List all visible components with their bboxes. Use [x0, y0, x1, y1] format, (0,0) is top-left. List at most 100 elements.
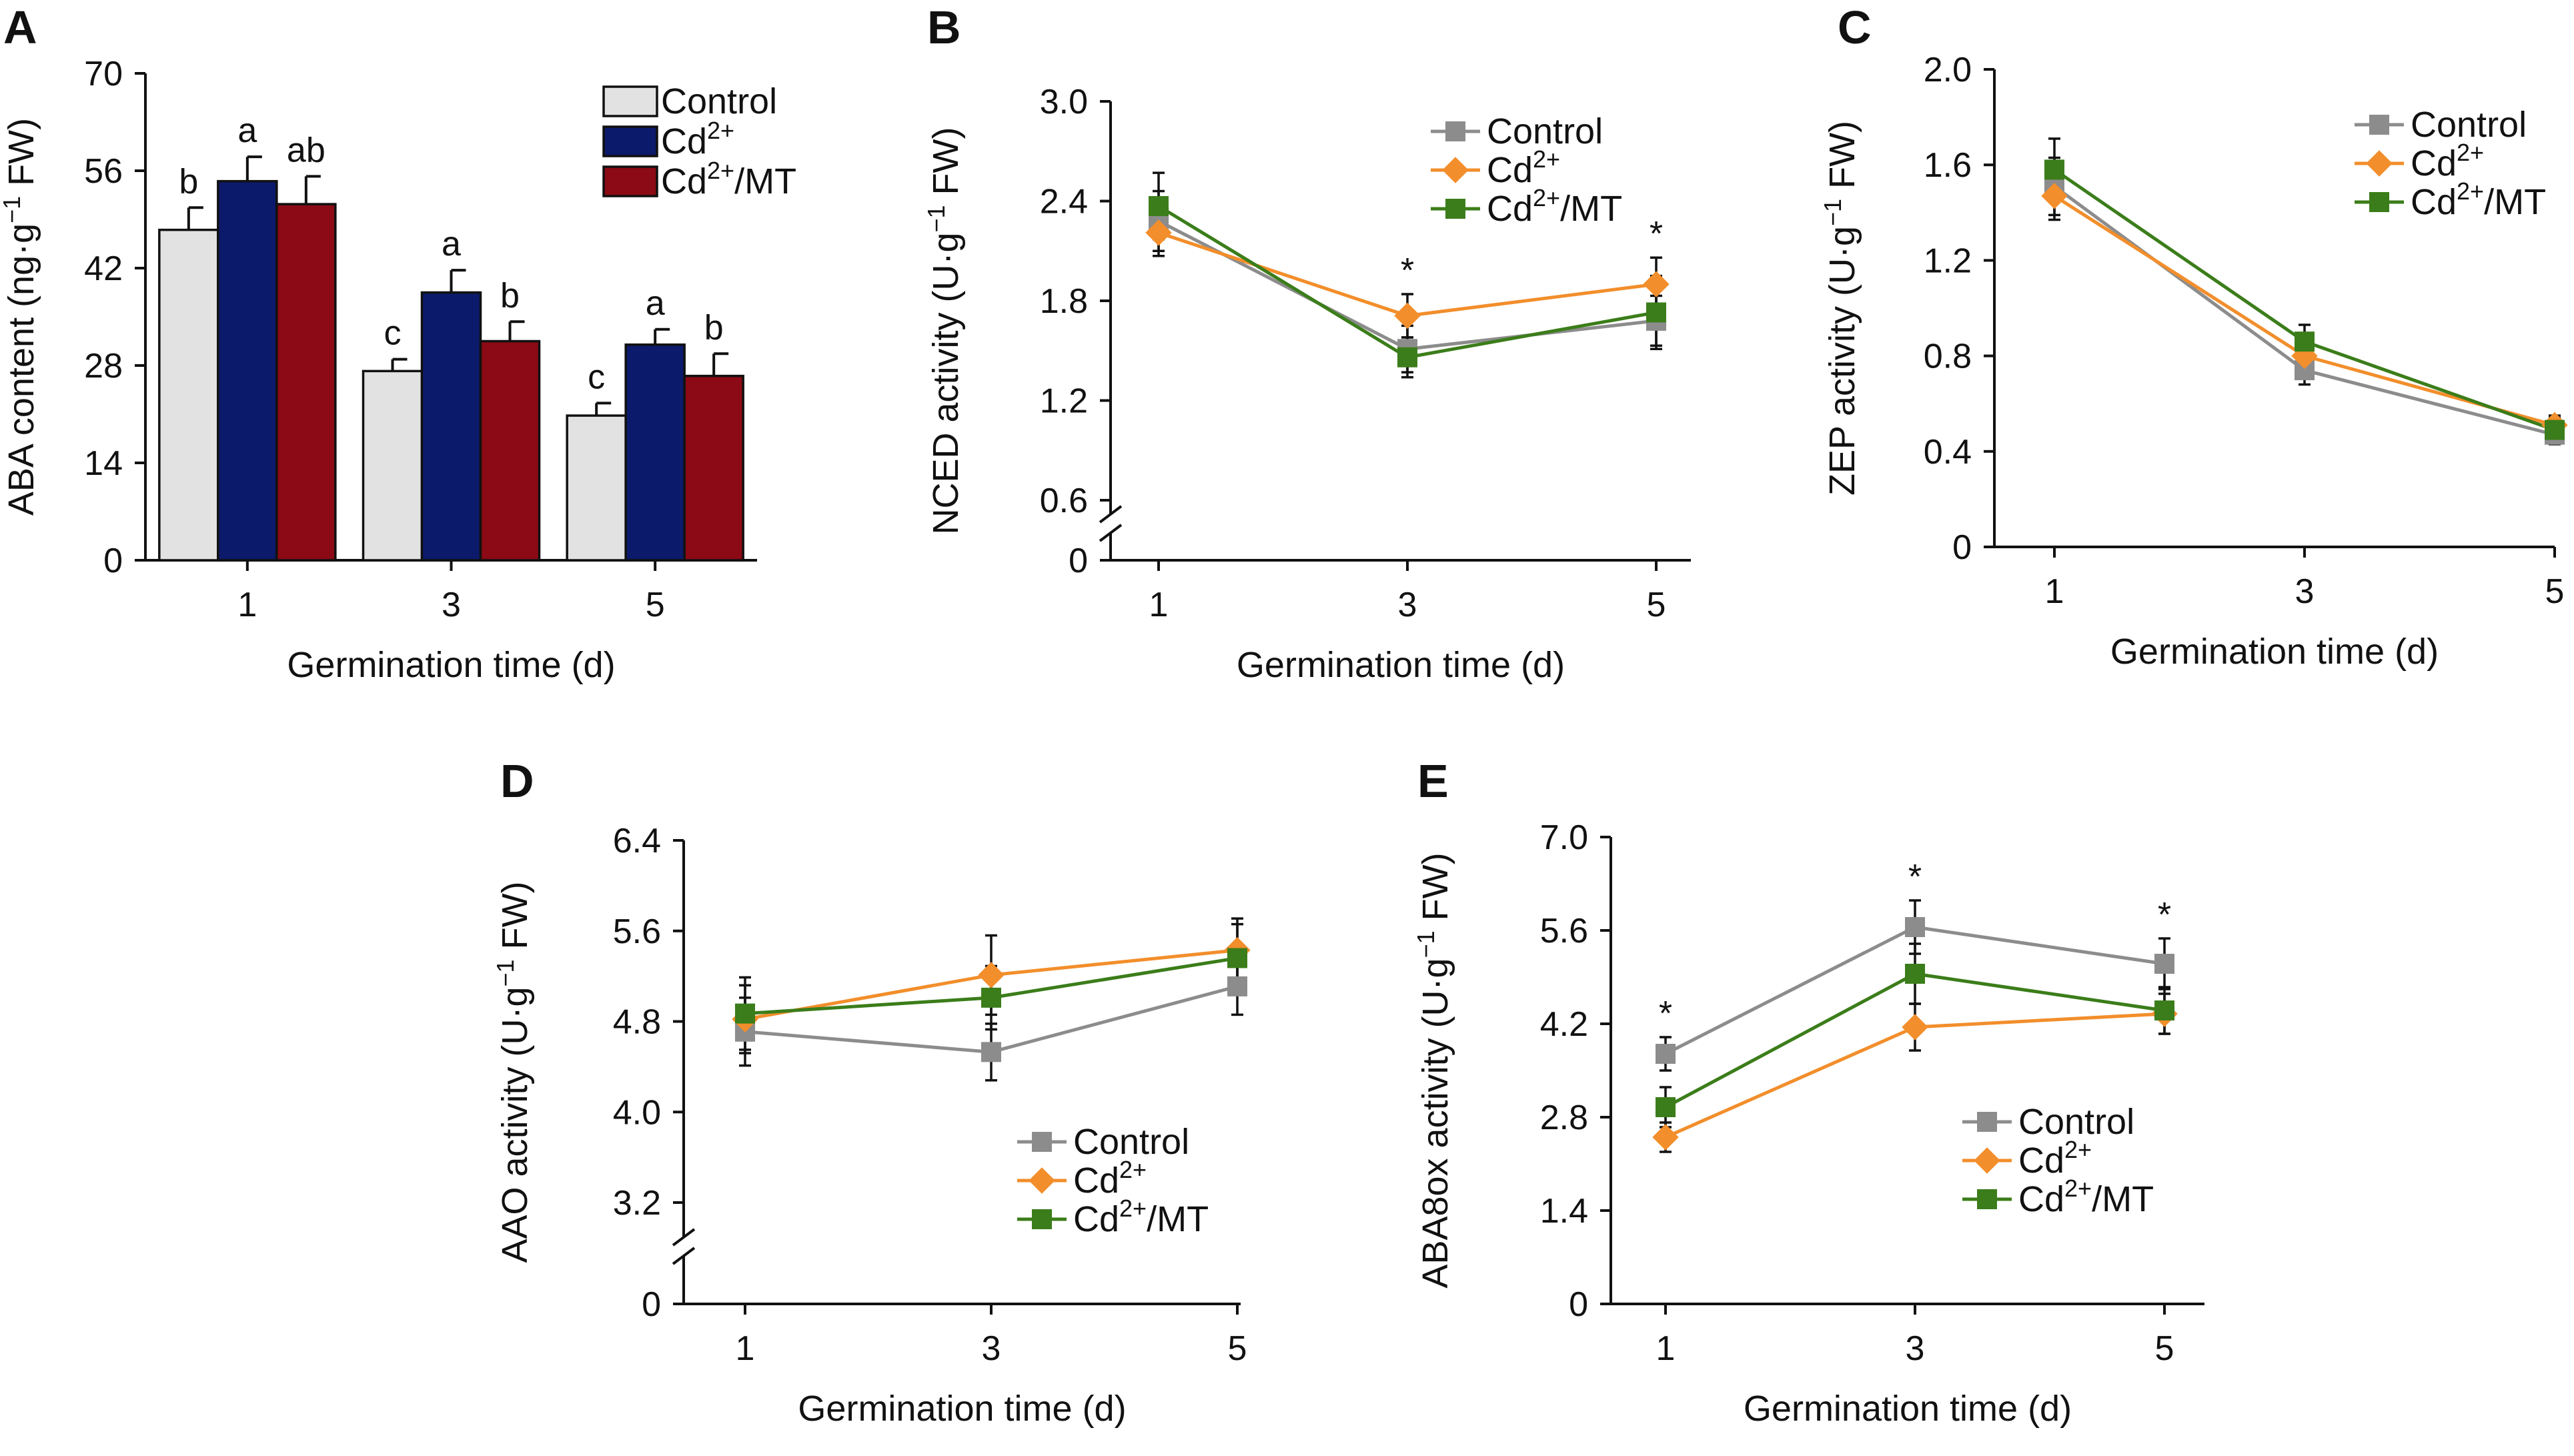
data-point-control-day-5: [2154, 954, 2174, 974]
data-point-cd-day-5: [1643, 271, 1670, 297]
x-tick-label: 5: [646, 586, 665, 624]
bar-cd-mt-day-5: [683, 374, 744, 562]
y-tick-label: 14: [84, 444, 123, 483]
y-tick-label: 5.6: [1540, 912, 1588, 950]
legend-label-cd-mt: Cd2+/MT: [661, 157, 796, 201]
data-point-cd-mt-day-5: [1646, 302, 1666, 323]
legend-marker-cd: [2366, 150, 2393, 177]
data-point-cd-day-3: [1902, 1014, 1928, 1040]
significance-letter: a: [237, 111, 257, 150]
significance-letter: ab: [287, 131, 326, 169]
legend-marker-cd-mt: [1032, 1209, 1052, 1229]
legend-label-cd-mt: Cd2+/MT: [2411, 177, 2546, 222]
x-axis-title: Germination time (d): [798, 1389, 1126, 1429]
y-tick-label: 0: [642, 1285, 661, 1324]
legend-swatch-cd: [602, 125, 658, 157]
y-axis-title: NCED activity (U·g−1 FW): [922, 127, 966, 534]
significance-letter: a: [442, 225, 461, 263]
legend-label-cd: Cd2+: [1487, 145, 1560, 190]
y-tick-label: 0.6: [1040, 482, 1088, 520]
y-tick-label: 0.8: [1924, 337, 1972, 376]
axis-break-mark: [1099, 505, 1123, 524]
x-tick-label: 5: [2155, 1329, 2174, 1368]
y-tick-label: 2.0: [1924, 51, 1972, 89]
x-axis-title: Germination time (d): [287, 645, 615, 685]
data-point-cd-mt-day-3: [1905, 964, 1925, 984]
x-tick-label: 3: [982, 1329, 1001, 1368]
y-tick-label: 1.4: [1540, 1192, 1588, 1231]
y-tick-label: 70: [84, 55, 123, 93]
x-tick-label: 5: [2545, 572, 2565, 611]
y-tick-label: 2.4: [1040, 183, 1088, 221]
y-tick-label: 1.2: [1040, 382, 1088, 421]
legend-swatch-cd-mt: [602, 165, 658, 197]
x-tick-label: 5: [1647, 586, 1666, 624]
y-tick-label: 7.0: [1540, 818, 1588, 857]
axis-break-mark: [672, 1228, 696, 1247]
significance-marker: *: [1908, 858, 1922, 896]
data-point-cd-mt-day-3: [2295, 331, 2315, 352]
significance-letter: c: [384, 314, 402, 353]
y-tick-label: 2.8: [1540, 1099, 1588, 1137]
data-point-control-day-5: [1227, 976, 1247, 996]
legend-label-cd-mt: Cd2+/MT: [1487, 184, 1622, 229]
y-tick-label: 28: [84, 347, 123, 386]
x-tick-label: 3: [2295, 572, 2315, 611]
legend-marker-control: [1977, 1112, 1997, 1132]
significance-letter: b: [704, 308, 724, 347]
data-point-cd-day-3: [978, 962, 1005, 988]
y-tick-label: 0: [1569, 1285, 1588, 1324]
x-tick-label: 1: [1656, 1329, 1676, 1368]
legend-label-cd-mt: Cd2+/MT: [1073, 1195, 1209, 1239]
x-tick-label: 3: [1398, 586, 1417, 624]
data-point-cd-mt-day-5: [2154, 1000, 2174, 1020]
legend-marker-cd-mt: [2369, 192, 2389, 212]
significance-letter: b: [500, 276, 520, 315]
legend-marker-control: [1032, 1132, 1052, 1152]
y-tick-label: 6.4: [613, 822, 661, 860]
bar-control-day-1: [158, 228, 219, 562]
bar-cd-day-5: [624, 343, 686, 562]
legend-label-control: Control: [2411, 105, 2527, 145]
data-point-cd-mt-day-1: [1149, 195, 1169, 216]
y-tick-label: 0: [103, 542, 123, 580]
series-line-cd-mt: [2053, 168, 2555, 432]
y-axis-title: ABA content (ng·g−1 FW): [0, 118, 41, 516]
bar-cd-day-3: [420, 291, 482, 562]
y-tick-label: 1.8: [1040, 282, 1088, 321]
y-tick-label: 1.2: [1924, 241, 1972, 280]
series-line-cd: [2053, 194, 2555, 427]
legend-label-control: Control: [1487, 111, 1603, 151]
y-axis-title: AAO activity (U·g−1 FW): [492, 881, 535, 1263]
axis-break-mark: [1099, 524, 1123, 542]
panel-label: B: [927, 1, 961, 53]
legend-label-cd: Cd2+: [661, 117, 734, 161]
legend-marker-cd-mt: [1445, 199, 1465, 219]
bar-control-day-5: [566, 414, 627, 562]
data-point-cd-mt-day-3: [981, 987, 1001, 1008]
y-tick-label: 0: [1069, 542, 1088, 580]
panel-label: E: [1417, 755, 1449, 807]
significance-letter: c: [588, 357, 605, 396]
bar-cd-mt-day-1: [275, 203, 337, 562]
y-tick-label: 4.8: [613, 1003, 661, 1042]
y-tick-label: 0: [1952, 528, 1972, 567]
y-tick-label: 5.6: [613, 912, 661, 951]
data-point-cd-mt-day-3: [1397, 347, 1417, 368]
significance-letter: a: [646, 284, 665, 323]
legend-marker-cd: [1974, 1147, 2000, 1174]
data-point-cd-mt-day-1: [735, 1003, 755, 1024]
significance-letter: b: [179, 162, 198, 201]
data-point-cd-mt-day-5: [2545, 420, 2565, 440]
data-point-cd-mt-day-1: [2044, 159, 2064, 180]
bar-control-day-3: [362, 370, 424, 562]
x-tick-label: 5: [1228, 1329, 1247, 1368]
data-point-cd-day-1: [2041, 183, 2068, 209]
x-tick-label: 1: [237, 586, 257, 624]
bar-cd-day-1: [217, 179, 278, 562]
legend-label-cd: Cd2+: [1073, 1156, 1147, 1201]
